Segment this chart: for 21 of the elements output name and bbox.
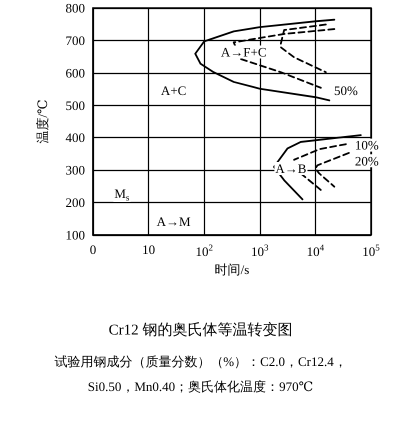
text: 试验用钢成分（质量分数）（%）：C2.0，Cr12.4， Si0.50，Mn0.40；奥氏体化温度：970℃ xyxy=(54,354,347,394)
annotation: A→B xyxy=(275,160,307,176)
annotation: A→F+C xyxy=(220,44,266,60)
y-tick-label: 500 xyxy=(66,98,85,113)
text: Cr12 钢的奥氏体等温转变图 xyxy=(108,322,292,338)
y-tick-label: 300 xyxy=(66,162,85,178)
y-tick-label: 700 xyxy=(66,32,85,48)
x-tick-label: 10 xyxy=(142,242,156,257)
annotation: A→M xyxy=(156,214,192,230)
y-tick-label: 800 xyxy=(66,0,85,16)
y-tick-label: 400 xyxy=(66,130,85,146)
y-axis-title: 温度/℃ xyxy=(35,99,50,144)
annotation: 50% xyxy=(334,82,358,98)
y-tick-label: 100 xyxy=(66,228,85,242)
y-tick-label: 200 xyxy=(66,195,85,210)
y-tick-label: 600 xyxy=(66,65,85,80)
x-axis-title: 时间/s xyxy=(214,262,250,277)
x-tick-label: 0 xyxy=(90,242,96,257)
annotation: 20% xyxy=(354,153,379,168)
annotation: 10% xyxy=(354,138,379,153)
annotation: A+C xyxy=(160,82,186,98)
